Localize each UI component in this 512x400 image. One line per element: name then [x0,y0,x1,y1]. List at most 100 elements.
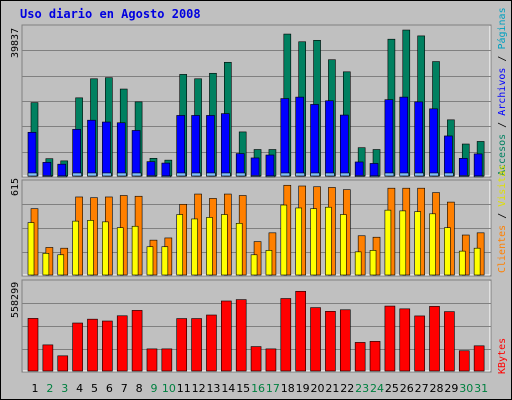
x-tick-label: 5 [91,382,98,395]
bar-visitas-top [146,175,157,177]
x-tick-label: 18 [281,382,295,395]
bar-visitas [354,251,362,276]
bar-kbytes [399,308,411,372]
x-tick-label: 2 [46,382,53,395]
bar-archivos [429,108,438,177]
x-tick-label: 1 [32,382,39,395]
bar-visitas-top [280,172,291,177]
bar-archivos [280,98,290,177]
bar-kbytes [250,346,262,372]
x-tick-label: 10 [162,382,176,395]
x-tick-label: 11 [177,382,191,395]
bar-visitas [27,222,35,276]
bar-kbytes [265,348,277,372]
bar-archivos [354,161,364,177]
bar-visitas-top [116,172,127,177]
bar-visitas [161,246,169,276]
bar-visitas [399,210,407,276]
bar-archivos [458,158,468,177]
bar-archivos [42,162,52,177]
bar-visitas [295,207,302,276]
x-tick-label: 17 [266,382,280,395]
bar-visitas-top [161,175,172,178]
x-tick-label: 21 [325,382,339,395]
bar-visitas [102,221,109,276]
bar-kbytes [27,318,39,372]
bar-archivos [87,119,96,177]
bar-visitas-top [429,172,439,177]
bar-archivos [131,130,141,177]
bar-visitas-top [235,172,246,177]
x-tick-label: 29 [444,382,458,395]
bar-archivos [27,131,37,177]
right-label-top: Accesos / Archivos / Páginas [496,7,508,176]
x-tick-label: 14 [221,382,235,395]
bar-kbytes [221,300,232,372]
bar-visitas-top [295,172,305,177]
right-label-top-part-1: / [497,116,508,134]
y-max-label-top: 39837 [10,28,21,58]
bar-kbytes [369,341,381,372]
x-tick-label: 16 [251,382,265,395]
bar-visitas-top [27,172,38,177]
bar-visitas-top [42,175,53,177]
x-tick-label: 9 [150,382,157,395]
bar-visitas-top [72,172,82,177]
bar-visitas [72,220,79,276]
bar-visitas [414,211,421,276]
bar-archivos [191,115,200,177]
bar-archivos [473,153,483,177]
x-tick-label: 6 [106,382,113,395]
x-tick-label: 27 [415,382,429,395]
bar-kbytes [57,355,69,372]
right-label-middle: Clientes / Visitas [497,165,508,273]
bar-archivos [235,153,245,177]
x-tick-label: 25 [385,382,399,395]
bar-visitas [191,218,198,276]
chart-title: Uso diario en Agosto 2008 [20,7,201,21]
bar-kbytes [161,348,173,372]
x-tick-label: 20 [311,382,325,395]
bar-kbytes [87,318,98,372]
bar-kbytes [473,345,485,372]
bar-visitas [369,250,377,276]
bar-visitas-top [444,172,454,177]
bar-archivos [176,115,186,177]
bar-archivos [206,115,215,177]
bar-archivos [384,99,394,177]
right-label-bottom: KBytes [497,338,508,374]
bar-visitas [221,214,228,276]
bar-visitas-top [221,172,231,177]
x-tick-label: 28 [430,382,444,395]
bar-visitas [176,214,184,276]
bar-visitas-top [57,175,68,178]
right-label-bottom-part-0: KBytes [497,338,508,374]
bar-kbytes [354,342,366,372]
bar-kbytes [339,309,351,372]
bar-visitas-top [414,172,424,177]
x-tick-label: 3 [61,382,68,395]
bar-visitas-top [325,172,335,177]
y-max-label-bottom: 558299 [10,282,21,318]
right-label-top-part-3: / [497,50,508,68]
bar-archivos [221,113,230,177]
bar-visitas-top [354,175,365,177]
bar-visitas [339,214,347,276]
bar-archivos [295,96,304,177]
x-tick-label: 15 [236,382,250,395]
x-tick-label: 30 [459,382,473,395]
bar-visitas-top [206,172,216,177]
x-tick-label: 24 [370,382,384,395]
right-label-top-part-2: Archivos [497,68,508,116]
bar-archivos [146,161,156,177]
bar-archivos [310,104,319,177]
bar-visitas [57,254,65,276]
bar-archivos [250,157,260,177]
bar-visitas [87,220,94,276]
x-tick-label: 23 [355,382,369,395]
bar-visitas [444,227,451,276]
bar-kbytes [206,314,217,372]
bar-visitas-top [131,172,142,177]
bar-visitas [146,246,154,276]
